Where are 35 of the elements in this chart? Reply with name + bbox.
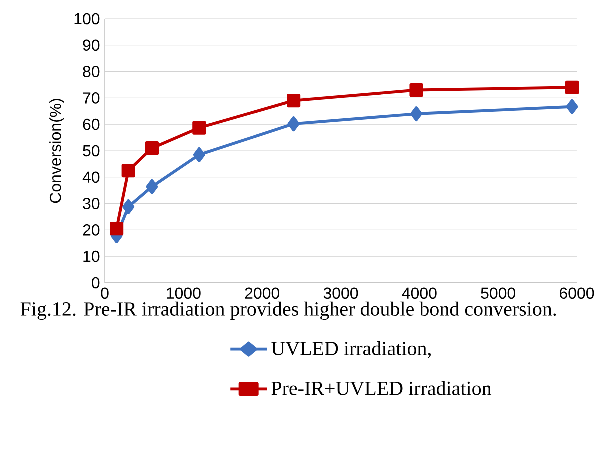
x-tick-label: 4000 — [402, 288, 437, 300]
y-tick-label: 10 — [84, 250, 100, 262]
point — [565, 80, 580, 94]
y-tick-label: 90 — [83, 40, 100, 52]
point — [146, 179, 158, 194]
y-axis-title: Conversion(%) — [50, 99, 64, 204]
x-tick-label: 0 — [101, 288, 109, 300]
x-tick-label: 2000 — [245, 288, 280, 300]
x-tick-label: 1000 — [167, 288, 201, 300]
point — [110, 222, 124, 236]
point — [287, 94, 301, 108]
y-tick-label: 70 — [83, 92, 100, 104]
y-tick-label: 80 — [83, 66, 100, 78]
y-tick-label: 30 — [83, 198, 100, 210]
point — [410, 83, 424, 98]
point — [566, 99, 578, 114]
y-tick-label: 0 — [92, 277, 100, 289]
point — [193, 147, 206, 162]
point — [410, 106, 422, 122]
y-tick-label: 40 — [82, 172, 100, 184]
y-tick-label: 20 — [83, 224, 100, 236]
legend-label: UVLED irradiation, — [272, 341, 431, 358]
y-tick-label: 60 — [83, 118, 100, 130]
point — [192, 121, 206, 135]
legend-label: Pre-IR+UVLED irradiation — [272, 381, 492, 396]
x-tick-label: 5000 — [481, 288, 516, 300]
x-tick-label: 3000 — [324, 288, 358, 300]
point — [288, 116, 300, 132]
caption: Fig.12. Pre-IR irradiation provides higher double bond conversion. — [20, 302, 556, 320]
point — [122, 164, 136, 178]
y-tick-label: 100 — [74, 13, 100, 25]
point — [122, 199, 135, 214]
y-tick-label: 50 — [83, 145, 100, 157]
x-tick-label: 6000 — [560, 288, 594, 300]
point — [145, 142, 160, 156]
